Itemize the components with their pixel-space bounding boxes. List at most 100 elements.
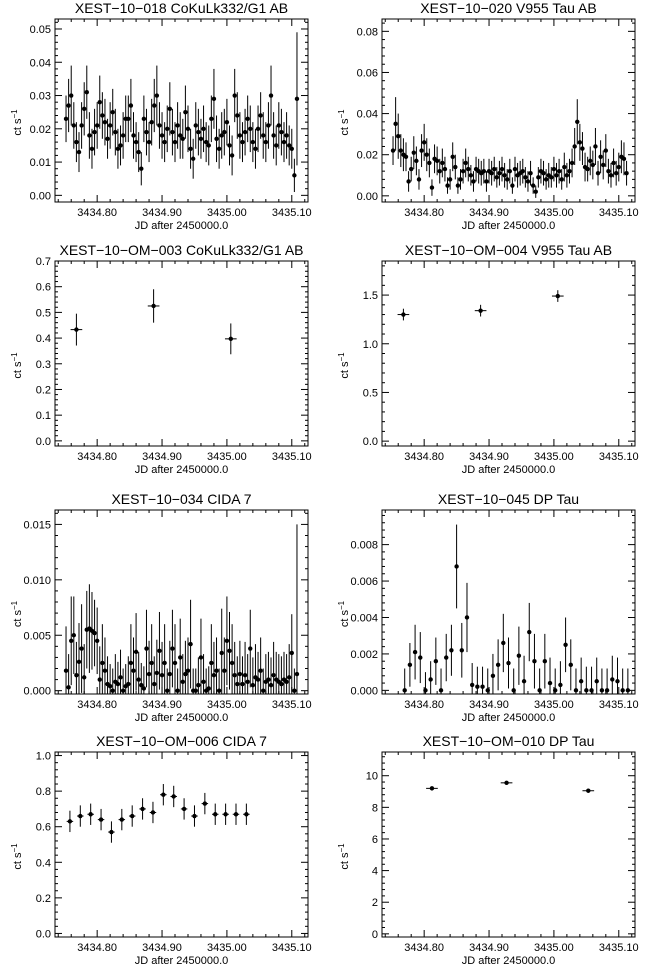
data-point: [516, 653, 522, 658]
data-point: [533, 189, 538, 194]
data-point: [178, 655, 183, 660]
data-point: [414, 158, 419, 164]
data-point: [466, 166, 471, 172]
panel-title: XEST−10−020 V955 Tau AB: [420, 0, 596, 16]
data-point: [468, 173, 474, 178]
x-axis-label: JD after 2450000.0: [135, 712, 229, 724]
x-tick-label: 3435.00: [207, 451, 247, 463]
data-point: [475, 684, 480, 689]
data-point: [471, 179, 476, 184]
data-point: [185, 668, 191, 673]
data-point: [146, 139, 152, 145]
x-tick-label: 3434.80: [77, 942, 117, 954]
panel-title: XEST−10−OM−006 CIDA 7: [96, 733, 267, 749]
x-tick-label: 3434.90: [142, 451, 182, 463]
y-axis-label-unit: ct s: [339, 852, 351, 870]
data-point: [244, 812, 249, 817]
data-point: [128, 103, 134, 108]
data-point: [66, 103, 71, 108]
panel-title: XEST−10−034 CIDA 7: [111, 491, 251, 507]
data-point: [423, 688, 428, 693]
data-point: [489, 171, 494, 176]
data-point: [140, 806, 145, 812]
data-point: [71, 123, 77, 128]
data-point: [429, 185, 435, 190]
plot-frame: [381, 509, 636, 695]
data-point: [572, 144, 577, 149]
y-axis-label-unit: ct s: [12, 118, 24, 136]
data-point: [537, 688, 542, 693]
data-point: [449, 648, 454, 653]
data-point: [289, 146, 294, 151]
y-tick-label: 0.010: [23, 575, 51, 587]
data-point: [507, 168, 512, 174]
data-point: [115, 681, 121, 687]
data-point: [74, 139, 79, 145]
data-point: [495, 662, 501, 668]
panel-3: XEST−10−OM−003 CoKuLk332/G1 AB 3434.80 343…: [10, 242, 312, 476]
y-tick-label: 0.0: [363, 436, 378, 448]
data-point: [149, 119, 154, 125]
data-point: [543, 177, 549, 182]
y-tick-label: 0.1: [36, 410, 51, 422]
data-point: [149, 660, 154, 666]
data-point: [408, 166, 414, 172]
data-point: [584, 688, 589, 693]
data-point: [152, 103, 157, 108]
data-point: [165, 126, 170, 131]
data-point: [499, 166, 505, 172]
x-axis-label: JD after 2450000.0: [135, 464, 229, 476]
data-point: [141, 686, 147, 691]
data-point: [223, 812, 228, 817]
y-tick-label: 0.5: [363, 387, 378, 399]
data-point: [67, 819, 73, 824]
data-point: [78, 813, 83, 819]
y-axis-label-unit: ct s: [12, 610, 24, 628]
data-point: [480, 684, 485, 689]
data-point: [595, 171, 601, 176]
data-point: [144, 129, 149, 135]
data-point: [485, 688, 490, 693]
data-point: [494, 175, 500, 180]
data-point: [603, 148, 609, 153]
data-point: [390, 148, 396, 153]
x-tick-label: 3435.00: [534, 451, 574, 463]
y-tick-label: 6: [372, 834, 378, 846]
data-point: [559, 177, 564, 182]
data-point: [109, 829, 114, 835]
x-tick-label: 3435.10: [599, 451, 639, 463]
data-point: [433, 659, 439, 664]
data-point: [261, 688, 266, 693]
x-axis-label: JD after 2450000.0: [462, 220, 556, 232]
x-tick-label: 3434.80: [404, 942, 444, 954]
data-point: [240, 681, 245, 687]
y-axis-label: ct s−1: [10, 600, 24, 627]
data-point: [126, 116, 131, 122]
data-point: [211, 672, 217, 678]
data-point: [274, 143, 279, 148]
y-tick-label: 0.8: [36, 786, 51, 798]
y-tick-label: 0.5: [36, 307, 51, 319]
data-point: [170, 129, 175, 135]
data-point: [580, 146, 585, 151]
data-point: [453, 164, 458, 170]
data-point: [510, 183, 515, 188]
data-point: [183, 109, 188, 115]
y-axis-label-exponent: −1: [337, 109, 346, 119]
data-point: [100, 660, 105, 666]
data-point: [261, 133, 266, 138]
data-point: [120, 688, 126, 693]
y-tick-label: 4: [372, 866, 378, 878]
data-point: [271, 133, 276, 138]
data-point: [136, 677, 141, 682]
data-point: [133, 139, 139, 145]
data-point: [505, 177, 510, 182]
y-tick-label: 0.0: [36, 436, 51, 448]
y-axis-label-exponent: −1: [10, 843, 19, 853]
data-point: [458, 177, 463, 182]
data-point: [549, 175, 554, 180]
data-point: [245, 116, 250, 122]
data-point: [520, 168, 525, 174]
data-point: [271, 672, 276, 678]
